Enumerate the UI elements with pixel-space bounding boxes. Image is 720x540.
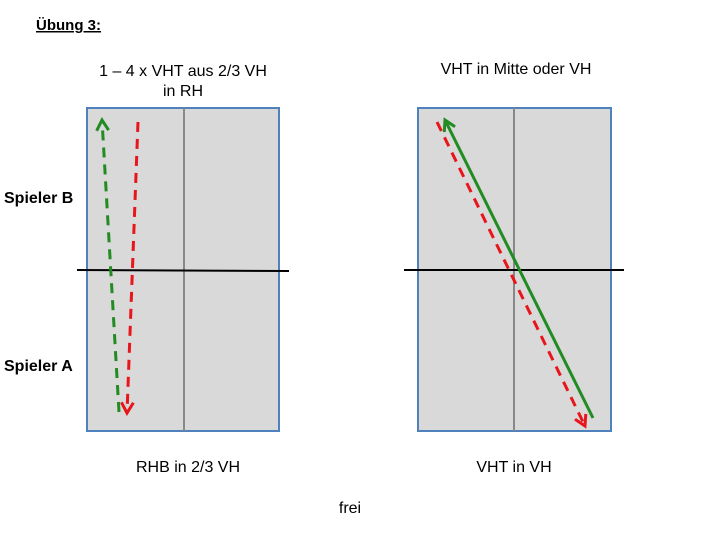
footer: frei <box>339 500 361 517</box>
arrow <box>435 121 588 429</box>
caption: VHT in Mitte oder VH <box>441 61 592 78</box>
caption: 1 – 4 x VHT aus 2/3 VH <box>99 63 267 80</box>
title: Übung 3: <box>36 17 101 34</box>
net <box>76 269 290 272</box>
caption: VHT in VH <box>476 459 551 476</box>
player-label: Spieler B <box>4 190 73 207</box>
caption: RHB in 2/3 VH <box>136 459 240 476</box>
arrow <box>95 116 121 413</box>
arrow <box>442 117 595 419</box>
arrow <box>120 121 140 417</box>
player-label: Spieler A <box>4 358 73 375</box>
caption: in RH <box>163 83 203 100</box>
